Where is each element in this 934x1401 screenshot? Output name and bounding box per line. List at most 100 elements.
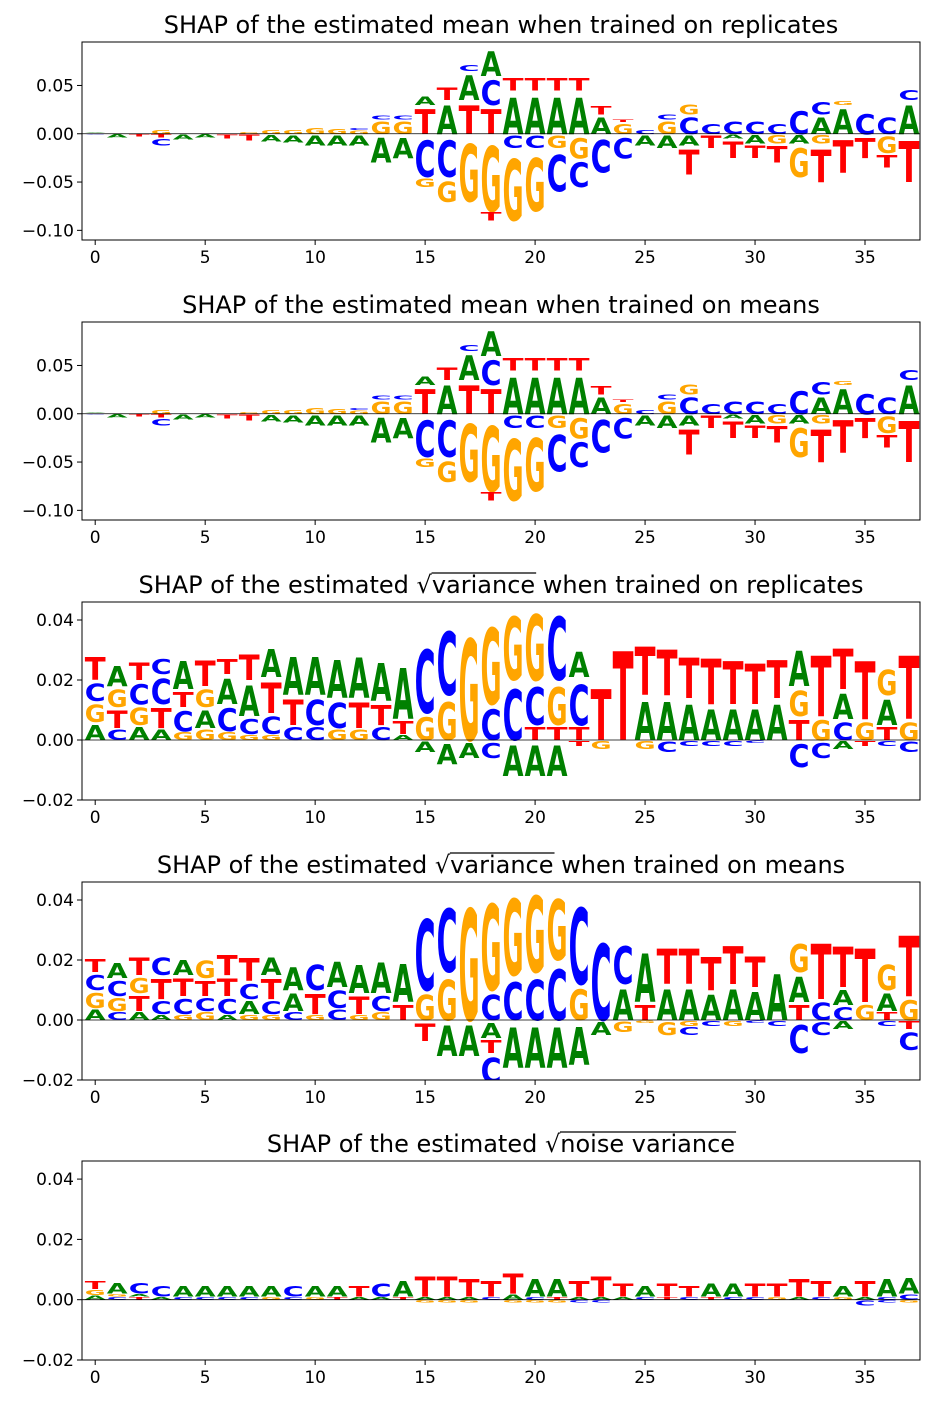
logo-letter-G: G: [107, 1294, 128, 1298]
logo-letter-C: C: [239, 715, 260, 739]
logo-letter-A: A: [195, 133, 216, 138]
logo-letter-C: C: [239, 980, 260, 1004]
logo-letter-A: A: [789, 413, 810, 426]
logo-letter-A: A: [173, 956, 194, 980]
logo-letter-T: T: [877, 432, 898, 452]
logo-letter-G: G: [415, 712, 436, 748]
logo-letter-G: G: [481, 409, 502, 512]
logo-letter-G: G: [591, 739, 612, 751]
axes-frame: [81, 41, 921, 241]
logo-letter-C: C: [613, 936, 634, 997]
xtick-label: 25: [634, 1368, 656, 1388]
logo-letter-C: C: [811, 998, 832, 1026]
logo-letter-C: C: [481, 739, 502, 763]
logo-letter-C: C: [481, 989, 502, 1028]
title-part: √variance: [435, 851, 554, 879]
logo-letter-G: G: [217, 730, 238, 742]
logo-letter-T: T: [327, 1297, 348, 1301]
logo-letter-C: C: [393, 394, 414, 401]
logo-letter-G: G: [129, 703, 150, 731]
logo-letter-C: C: [767, 1020, 788, 1028]
logo-letter-A: A: [393, 1278, 414, 1302]
logo-letter-T: T: [349, 1284, 371, 1300]
logo-letter-T: T: [415, 382, 436, 422]
logo-letter-G: G: [855, 718, 876, 746]
xtick-label: 5: [200, 1368, 211, 1388]
xtick-label: 0: [90, 808, 101, 828]
logo-letter-G: G: [569, 413, 590, 445]
logo-letter-T: T: [459, 98, 480, 144]
logo-letter-C: C: [107, 1296, 128, 1300]
logo-letter-T: T: [261, 973, 282, 1005]
logo-letter-C: C: [525, 970, 546, 1034]
ytick-label: 0.00: [36, 1291, 74, 1311]
logo-letter-A: A: [195, 413, 216, 418]
logo-letter-T: T: [525, 724, 546, 744]
logo-letter-A: A: [327, 650, 348, 710]
logo-letter-A: A: [85, 1295, 106, 1301]
logo-letter-T: T: [723, 138, 745, 164]
logo-letter-C: C: [503, 412, 524, 432]
ytick-label: 0.00: [36, 125, 74, 145]
logo-letter-T: T: [415, 1018, 436, 1047]
logo-letter-T: T: [173, 689, 194, 713]
logo-letter-G: G: [305, 1014, 326, 1022]
logo-letter-A: A: [745, 984, 766, 1029]
logo-letter-T: T: [767, 650, 788, 711]
logo-letter-A: A: [701, 1281, 722, 1301]
logo-letter-T: T: [569, 724, 590, 744]
logo-letter-T: T: [239, 953, 260, 989]
logo-letter-T: T: [745, 422, 766, 442]
logo-letter-T: T: [679, 1284, 701, 1300]
logo-letter-T: T: [437, 1271, 458, 1303]
logo-letter-G: G: [85, 700, 106, 728]
logo-letter-A: A: [415, 740, 436, 756]
logo-letter-A: A: [393, 414, 415, 446]
logo-letter-A: A: [349, 133, 371, 149]
logo-panel-1: SHAP of the estimated mean when trained …: [22, 11, 921, 268]
logo-letters: GACCATTGTCAACAGTGTGAGAGAGAGCAGCAGCATACGA…: [85, 46, 920, 240]
logo-letter-A: A: [635, 1284, 656, 1300]
logo-letter-A: A: [547, 88, 568, 147]
logo-letter-T: T: [151, 973, 172, 1005]
logo-letter-A: A: [107, 413, 128, 418]
xtick-label: 25: [634, 248, 656, 268]
logo-letter-C: C: [877, 394, 898, 420]
logo-letter-G: G: [437, 1300, 458, 1304]
logo-letter-C: C: [899, 1028, 920, 1056]
logo-letter-C: C: [877, 740, 898, 748]
ytick-label: 0.05: [36, 76, 74, 96]
logo-letter-A: A: [393, 656, 414, 736]
logo-letter-T: T: [613, 119, 634, 123]
logo-letter-A: A: [481, 46, 502, 85]
logo-letter-C: C: [745, 1020, 766, 1024]
logo-letter-G: G: [261, 734, 282, 742]
logo-letters: GACCATTGTCAACAGTGTGAGAGAGAGCAGCAGCATACGA…: [85, 326, 920, 520]
logo-letter-C: C: [723, 118, 744, 138]
logo-letter-C: C: [811, 99, 832, 119]
logo-letter-T: T: [701, 949, 722, 1002]
logo-letter-A: A: [547, 1275, 568, 1303]
logo-letter-C: C: [877, 1296, 898, 1300]
logo-letter-T: T: [503, 75, 524, 95]
logo-letter-T: T: [899, 919, 920, 1016]
logo-letter-C: C: [789, 106, 810, 143]
logo-letter-T: T: [745, 652, 766, 718]
xtick-label: 20: [524, 528, 546, 548]
ytick-label: 0.02: [36, 951, 74, 971]
logo-letter-T: T: [481, 102, 502, 142]
logo-letter-A: A: [877, 694, 898, 734]
logo-letter-C: C: [415, 410, 436, 469]
logo-letter-G: G: [349, 410, 370, 415]
logo-letter-C: C: [305, 959, 326, 998]
logo-letter-T: T: [481, 491, 502, 504]
xtick-label: 0: [90, 528, 101, 548]
logo-letter-T: T: [569, 740, 591, 748]
xtick-label: 35: [854, 248, 876, 268]
logo-letter-G: G: [525, 876, 546, 997]
xtick-label: 10: [304, 248, 326, 268]
logo-letter-T: T: [85, 652, 106, 688]
logo-letter-C: C: [569, 675, 590, 739]
logo-letter-C: C: [569, 157, 590, 196]
xtick-label: 30: [744, 248, 766, 268]
